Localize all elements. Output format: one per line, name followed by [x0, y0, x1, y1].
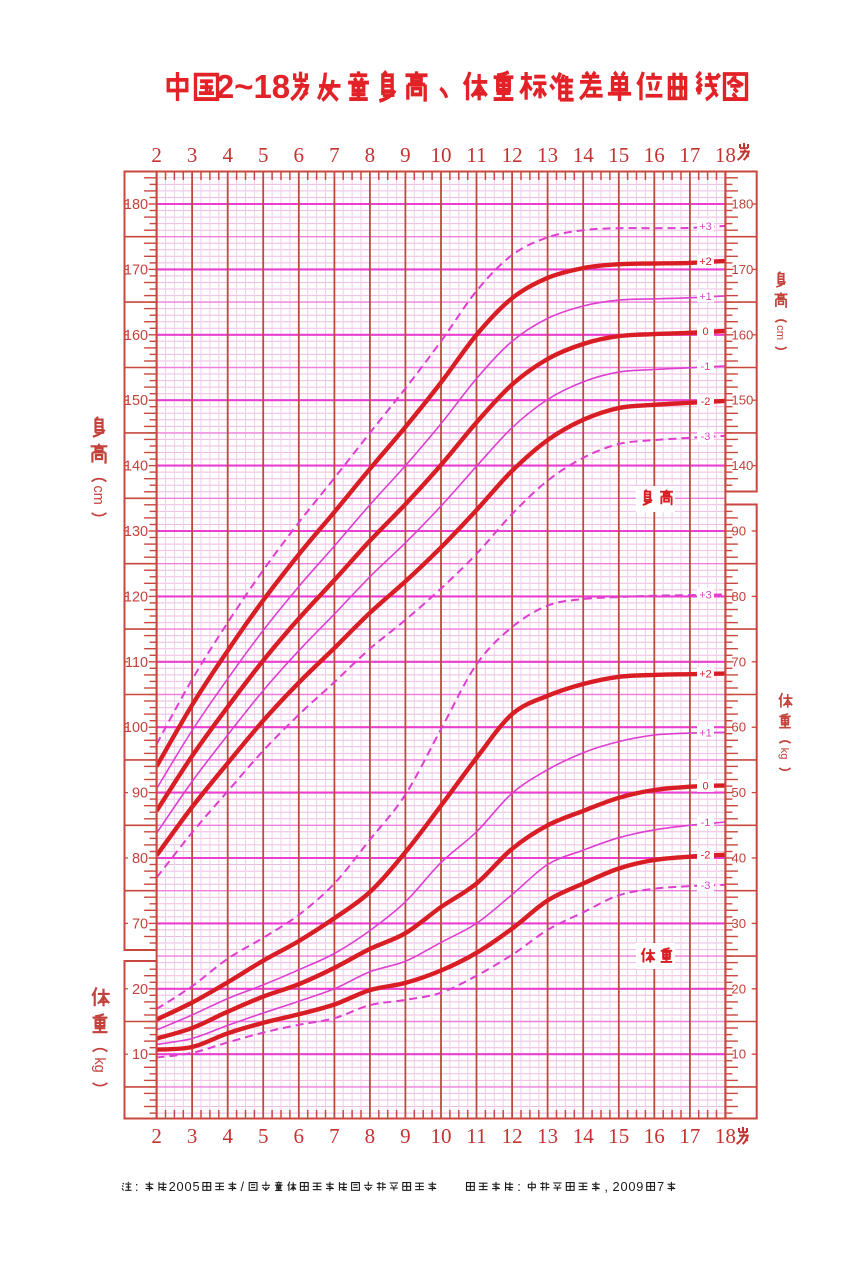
svg-text:2: 2	[151, 143, 162, 167]
svg-text:20: 20	[731, 981, 746, 996]
svg-text:5: 5	[258, 1124, 269, 1148]
svg-text:160: 160	[731, 327, 753, 342]
svg-text:0: 0	[702, 780, 708, 792]
svg-text:80: 80	[731, 589, 746, 604]
svg-text:60: 60	[731, 720, 746, 735]
svg-text:150: 150	[124, 393, 148, 409]
svg-text:4: 4	[222, 143, 233, 167]
svg-text:2: 2	[169, 1179, 176, 1194]
svg-text:/: /	[241, 1179, 245, 1194]
svg-text:140: 140	[731, 458, 753, 473]
svg-text:130: 130	[124, 524, 148, 540]
svg-text:10: 10	[731, 1047, 746, 1062]
svg-text:15: 15	[608, 143, 629, 167]
svg-text:+2: +2	[699, 669, 712, 681]
svg-text:7: 7	[329, 143, 340, 167]
svg-text:+1: +1	[699, 727, 712, 739]
svg-text:kg: kg	[778, 748, 790, 760]
svg-text:11: 11	[466, 1124, 486, 1148]
svg-text:11: 11	[466, 143, 486, 167]
svg-text:+3: +3	[699, 589, 712, 601]
svg-text:17: 17	[679, 143, 700, 167]
svg-text:90: 90	[731, 524, 746, 539]
svg-text:20: 20	[132, 982, 148, 998]
svg-text:7: 7	[657, 1179, 664, 1194]
svg-text:+1: +1	[699, 291, 712, 303]
svg-text:15: 15	[608, 1124, 629, 1148]
svg-text:12: 12	[502, 143, 523, 167]
svg-text:40: 40	[731, 851, 746, 866]
svg-text:9: 9	[400, 1124, 411, 1148]
svg-text:8: 8	[365, 1124, 376, 1148]
svg-text:50: 50	[731, 785, 746, 800]
svg-text::: :	[517, 1179, 521, 1194]
svg-text:150: 150	[731, 393, 753, 408]
svg-text:0: 0	[702, 326, 708, 338]
svg-text:120: 120	[124, 589, 148, 605]
svg-text:160: 160	[124, 328, 148, 344]
svg-text:140: 140	[124, 459, 148, 475]
svg-text:5: 5	[192, 1179, 199, 1194]
svg-text:-3: -3	[701, 880, 711, 892]
svg-text:0: 0	[185, 1179, 192, 1194]
svg-text:kg: kg	[91, 1057, 107, 1072]
svg-text:14: 14	[573, 143, 595, 167]
svg-text:10: 10	[431, 143, 452, 167]
svg-text:5: 5	[258, 143, 269, 167]
svg-text:12: 12	[502, 1124, 523, 1148]
svg-text:0: 0	[177, 1179, 184, 1194]
svg-text:6: 6	[294, 1124, 305, 1148]
svg-text:10: 10	[431, 1124, 452, 1148]
svg-text:4: 4	[222, 1124, 233, 1148]
svg-text:3: 3	[187, 1124, 198, 1148]
svg-text:cm: cm	[90, 485, 106, 505]
svg-text:2: 2	[612, 1179, 619, 1194]
svg-text:17: 17	[679, 1124, 700, 1148]
svg-text:9: 9	[636, 1179, 643, 1194]
svg-text:70: 70	[731, 654, 746, 669]
svg-text:8: 8	[365, 143, 376, 167]
svg-text:7: 7	[329, 1124, 340, 1148]
svg-text:180: 180	[124, 197, 148, 213]
svg-text:+3: +3	[699, 221, 712, 233]
svg-text::: :	[135, 1179, 139, 1194]
svg-text:2: 2	[151, 1124, 162, 1148]
svg-text:2~18: 2~18	[216, 68, 290, 105]
svg-text:170: 170	[731, 262, 753, 277]
svg-text:cm: cm	[774, 325, 786, 340]
svg-text:-1: -1	[701, 361, 711, 373]
svg-text:18: 18	[715, 143, 736, 167]
svg-text:70: 70	[132, 916, 148, 932]
svg-text:-2: -2	[701, 396, 711, 408]
svg-text:3: 3	[187, 143, 198, 167]
svg-text:0: 0	[628, 1179, 635, 1194]
svg-text:14: 14	[573, 1124, 595, 1148]
svg-text:16: 16	[644, 1124, 665, 1148]
svg-text:100: 100	[124, 720, 148, 736]
svg-text:+2: +2	[699, 256, 712, 268]
svg-text:-1: -1	[701, 817, 711, 829]
svg-text:-2: -2	[701, 850, 711, 862]
svg-text:30: 30	[731, 916, 746, 931]
svg-text:18: 18	[715, 1124, 736, 1148]
svg-text:0: 0	[620, 1179, 627, 1194]
svg-text:6: 6	[294, 143, 305, 167]
svg-text:80: 80	[132, 851, 148, 867]
svg-text:90: 90	[132, 786, 148, 802]
svg-text:-3: -3	[701, 431, 711, 443]
svg-text:13: 13	[537, 143, 558, 167]
svg-text:9: 9	[400, 143, 411, 167]
svg-text:170: 170	[124, 262, 148, 278]
svg-text:,: ,	[604, 1179, 608, 1194]
svg-text:10: 10	[132, 1047, 148, 1063]
svg-text:110: 110	[125, 655, 148, 671]
svg-text:16: 16	[644, 143, 665, 167]
svg-text:180: 180	[731, 197, 753, 212]
svg-text:13: 13	[537, 1124, 558, 1148]
